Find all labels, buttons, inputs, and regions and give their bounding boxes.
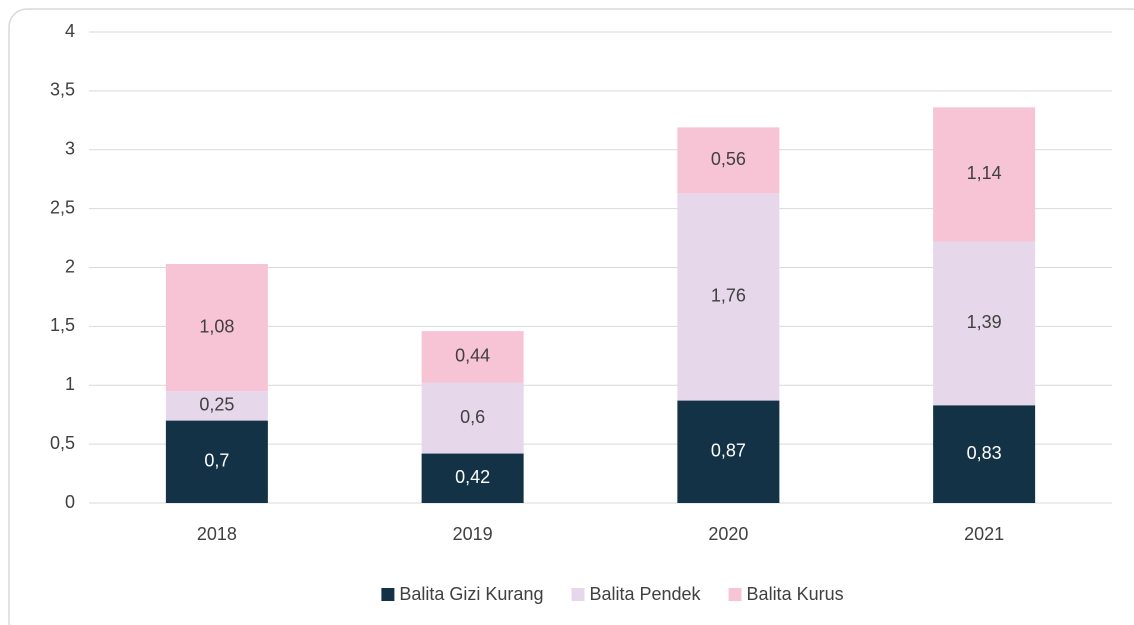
legend-swatch [381, 588, 395, 601]
bar-segment [421, 382, 524, 454]
data-label: 0,44 [455, 346, 490, 366]
data-label: 0,87 [711, 441, 746, 461]
x-tick-label: 2019 [453, 524, 493, 544]
bar-segment [933, 241, 1036, 406]
data-label: 1,14 [967, 163, 1002, 183]
y-tick-label: 3,5 [50, 80, 75, 100]
bar-segment [165, 263, 268, 392]
bar-segment [421, 453, 524, 503]
chart-border [8, 8, 1134, 625]
y-tick-label: 4 [65, 21, 75, 41]
y-tick-label: 1 [65, 374, 75, 394]
bar-segment [677, 127, 780, 194]
bar-segment [421, 331, 524, 383]
data-label: 0,7 [204, 451, 229, 471]
legend-swatch [728, 588, 742, 601]
bar-segment [933, 405, 1036, 503]
y-tick-label: 1,5 [50, 315, 75, 335]
data-label: 0,56 [711, 149, 746, 169]
y-tick-label: 3 [65, 139, 75, 159]
data-label: 0,83 [967, 443, 1002, 463]
legend-label: Balita Kurus [747, 584, 844, 604]
legend-label: Balita Pendek [589, 584, 701, 604]
bar-segment [165, 391, 268, 421]
legend-swatch [571, 588, 585, 601]
y-tick-label: 2,5 [50, 197, 75, 217]
legend-label: Balita Gizi Kurang [399, 584, 543, 604]
data-label: 0,25 [199, 395, 234, 415]
x-tick-label: 2021 [964, 524, 1004, 544]
data-label: 1,76 [711, 286, 746, 306]
bar-segment [677, 400, 780, 503]
bar-segment [677, 193, 780, 401]
y-tick-label: 0,5 [50, 433, 75, 453]
data-label: 1,08 [199, 316, 234, 336]
bar-segment [165, 420, 268, 503]
x-tick-label: 2020 [708, 524, 748, 544]
bar-segment [933, 107, 1036, 242]
data-label: 0,6 [460, 407, 485, 427]
data-label: 0,42 [455, 467, 490, 487]
x-tick-label: 2018 [197, 524, 237, 544]
y-tick-label: 0 [65, 492, 75, 512]
data-label: 1,39 [967, 312, 1002, 332]
y-tick-label: 2 [65, 256, 75, 276]
